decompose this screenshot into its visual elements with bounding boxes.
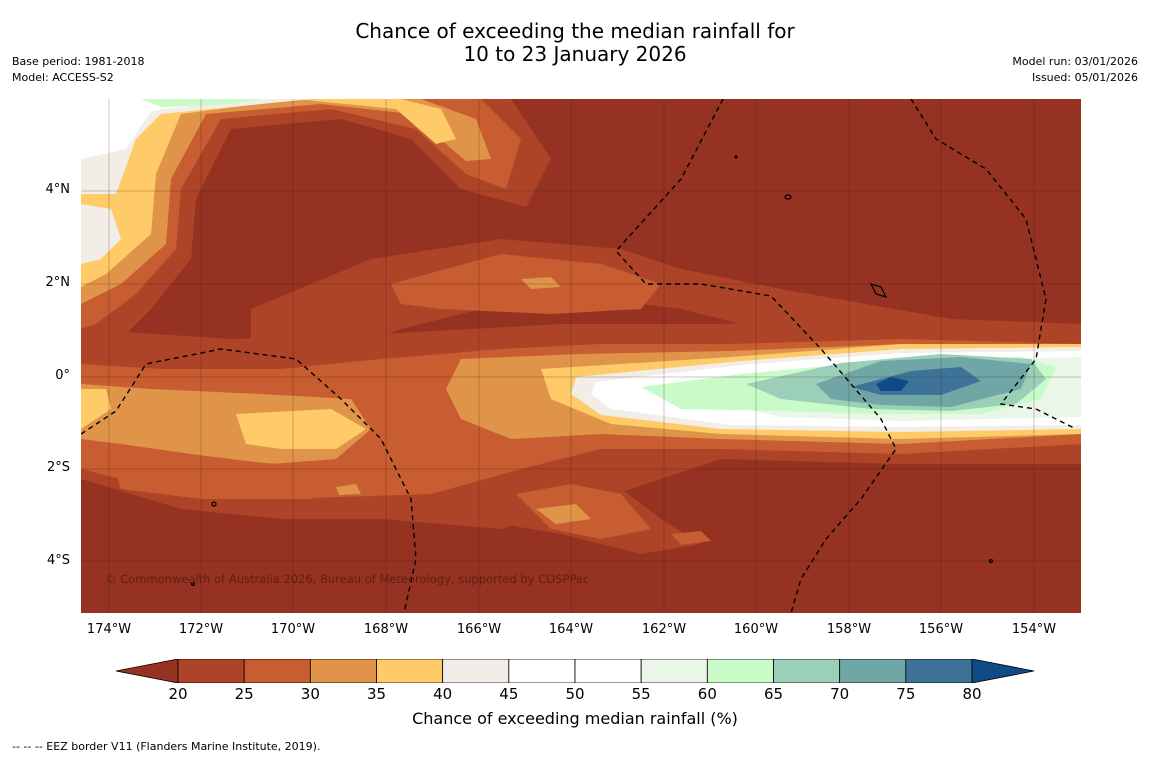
- colorbar-tick-label: 60: [697, 685, 717, 703]
- south-patch-30: [516, 484, 711, 545]
- rainfall-map: [81, 99, 1081, 613]
- colorbar-tick-label: 80: [962, 685, 982, 703]
- colorbar-tick-label: 50: [565, 685, 585, 703]
- colorbar-tick-label: 30: [300, 685, 320, 703]
- colorbar-cell: [177, 659, 245, 683]
- colorbar-tick-label: 70: [830, 685, 850, 703]
- lat-label-4s: 4°S: [46, 553, 70, 568]
- lon-label-168w: 168°W: [363, 622, 409, 637]
- copyright-notice: © Commonwealth of Australia 2026, Bureau…: [105, 572, 590, 586]
- nw-band-30: [81, 99, 521, 329]
- colorbar-cell: [905, 659, 973, 683]
- lon-label-160w: 160°W: [733, 622, 779, 637]
- colorbar-extend-high: [971, 659, 1035, 683]
- colorbar-tick-label: 55: [631, 685, 651, 703]
- nw-band-50: [81, 99, 241, 159]
- colorbar-cell: [640, 659, 708, 683]
- model-run: Model run: 03/01/2026: [1012, 55, 1138, 68]
- colorbar: [116, 659, 1035, 683]
- colorbar-cell: [309, 659, 377, 683]
- lat-label-0: 0°: [55, 368, 70, 383]
- colorbar-cell: [706, 659, 774, 683]
- lat-label-2n: 2°N: [45, 275, 71, 290]
- equator-40-west: [81, 389, 366, 449]
- lon-label-170w: 170°W: [270, 622, 316, 637]
- lon-label-154w: 154°W: [1011, 622, 1057, 637]
- lon-label-158w: 158°W: [826, 622, 872, 637]
- lon-label-172w: 172°W: [178, 622, 224, 637]
- graticule: [81, 99, 1081, 613]
- meta-right: Model run: 03/01/2026 Issued: 05/01/2026: [1012, 54, 1138, 86]
- lon-label-166w: 166°W: [456, 622, 502, 637]
- lon-label-156w: 156°W: [918, 622, 964, 637]
- lon-label-164w: 164°W: [548, 622, 594, 637]
- colorbar-tick-label: 45: [499, 685, 519, 703]
- north-central-35: [521, 277, 561, 289]
- map-title-line-2: 10 to 23 January 2026: [463, 42, 687, 66]
- lat-label-4n: 4°N: [45, 182, 71, 197]
- base-period: Base period: 1981-2018: [12, 55, 145, 68]
- issued-date: Issued: 05/01/2026: [1031, 71, 1138, 84]
- south-west-35: [336, 484, 361, 495]
- nw-band-25: [81, 99, 551, 359]
- nw-band-35: [81, 99, 491, 304]
- colorbar-extend-low: [116, 659, 179, 683]
- colorbar-cell: [839, 659, 907, 683]
- meta-left: Base period: 1981-2018 Model: ACCESS-S2: [12, 54, 144, 86]
- south-patch-35: [536, 504, 591, 524]
- colorbar-tick-label: 65: [763, 685, 784, 703]
- rainfall-map-svg: [81, 99, 1081, 613]
- colorbar-tick-label: 20: [168, 685, 188, 703]
- islands: [190, 155, 994, 587]
- colorbar-cell: [442, 659, 510, 683]
- w-patch-45: [81, 204, 121, 264]
- colorbar-cell: [243, 659, 311, 683]
- lon-label-162w: 162°W: [641, 622, 687, 637]
- colorbar-tick-label: 25: [234, 685, 254, 703]
- colorbar-tick-label: 40: [433, 685, 453, 703]
- colorbar-cell: [376, 659, 444, 683]
- model-name: Model: ACCESS-S2: [12, 71, 114, 84]
- equator-max: [876, 377, 909, 391]
- map-title-line-1: Chance of exceeding the median rainfall …: [355, 19, 795, 43]
- lat-label-2s: 2°S: [46, 460, 70, 475]
- colorbar-label: Chance of exceeding median rainfall (%): [412, 709, 738, 728]
- colorbar-tick-label: 35: [366, 685, 387, 703]
- lon-label-174w: 174°W: [86, 622, 132, 637]
- eez-borders: [81, 99, 1077, 613]
- colorbar-tick-label: 75: [896, 685, 916, 703]
- colorbar-cell: [508, 659, 576, 683]
- eez-legend-note: -- -- -- EEZ border V11 (Flanders Marine…: [12, 740, 321, 753]
- colorbar-cell: [574, 659, 642, 683]
- colorbar-cell: [773, 659, 841, 683]
